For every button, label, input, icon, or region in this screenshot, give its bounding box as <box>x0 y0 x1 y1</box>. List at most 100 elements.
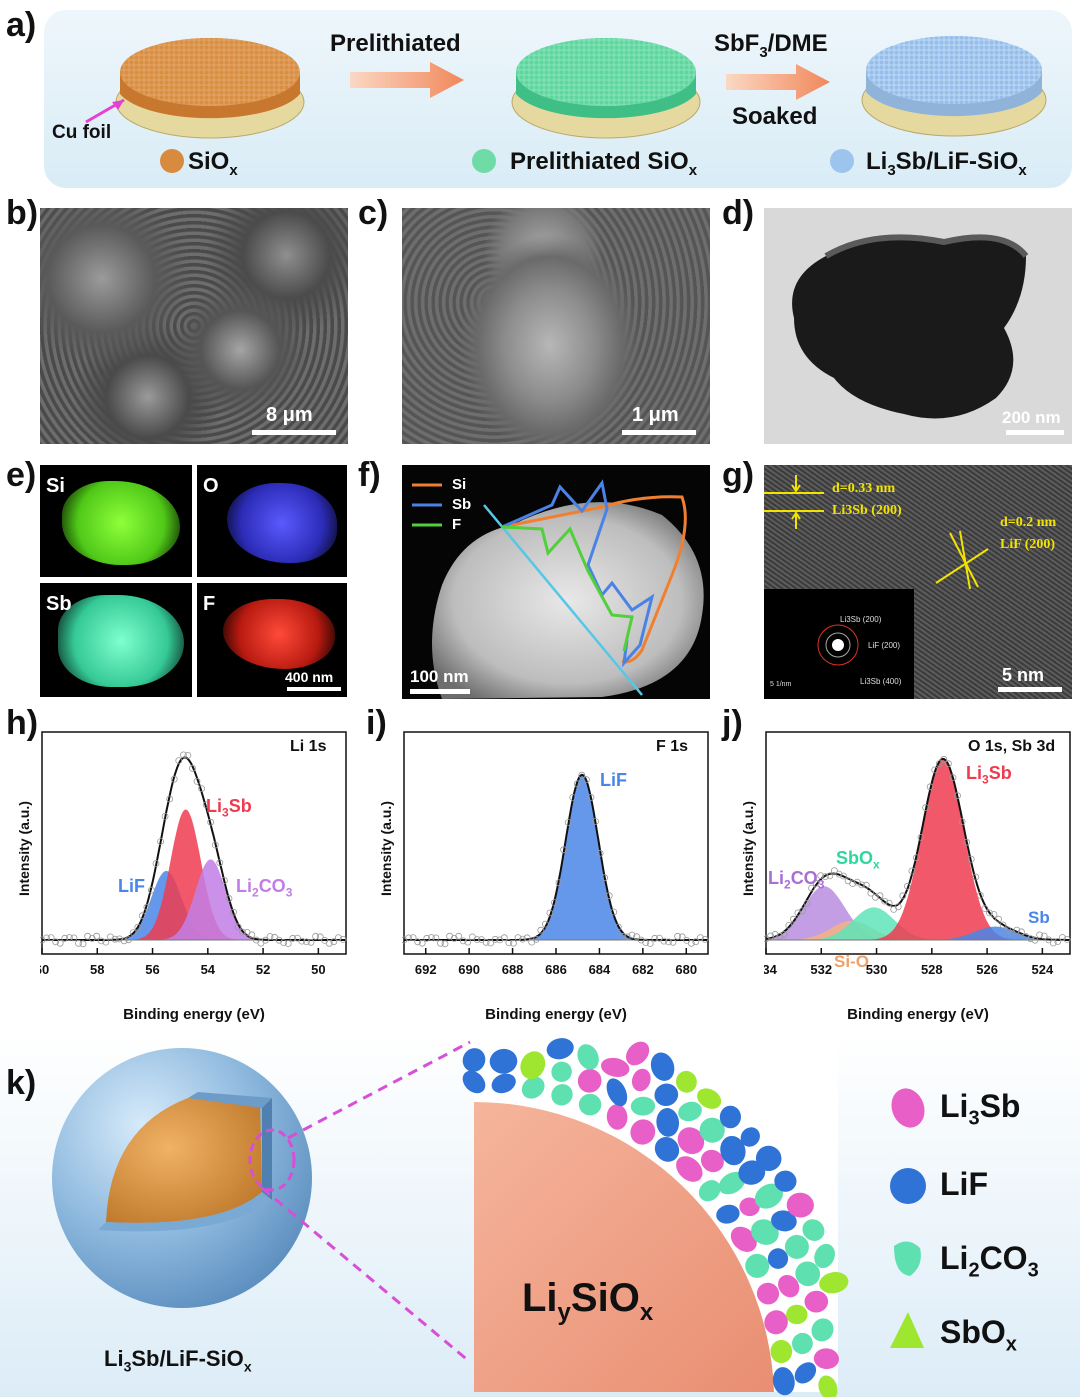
raw-data-point <box>1063 935 1071 943</box>
raw-data-point <box>432 934 440 942</box>
raw-data-point <box>976 891 984 899</box>
line-scan-f <box>412 479 704 699</box>
raw-data-point <box>949 774 957 781</box>
raw-data-point <box>780 931 788 938</box>
d-spacing-1: d=0.33 nm <box>832 481 896 496</box>
raw-data-point <box>1049 939 1057 947</box>
raw-data-point <box>537 926 545 934</box>
raw-data-point <box>266 933 274 940</box>
raw-data-point <box>610 908 618 916</box>
shell-grain <box>625 1041 650 1066</box>
raw-data-point <box>441 940 449 948</box>
fit-envelope <box>765 757 1070 941</box>
raw-data-point <box>418 939 426 947</box>
raw-data-point <box>225 895 233 902</box>
shell-grain <box>813 1348 839 1370</box>
raw-data-point <box>601 874 609 882</box>
arrow2-bottom-label: Soaked <box>732 103 818 130</box>
raw-data-point <box>999 921 1007 929</box>
shell-particles <box>462 1038 849 1397</box>
shell-grain <box>654 1137 680 1162</box>
raw-data-point <box>922 804 930 811</box>
shell-grain <box>462 1048 486 1072</box>
raw-data-point <box>669 938 677 946</box>
shell-grain <box>520 1051 546 1080</box>
shell-grain <box>676 1156 703 1182</box>
raw-data-point <box>881 897 888 905</box>
raw-data-point <box>1027 935 1034 943</box>
legend-k-lif: LiF <box>940 1166 988 1202</box>
raw-data-point <box>134 923 142 931</box>
scan-line <box>483 504 643 696</box>
shell-grain <box>811 1318 834 1342</box>
raw-data-point <box>944 760 952 768</box>
raw-data-point <box>817 872 825 880</box>
raw-data-point <box>967 855 975 863</box>
raw-data-point <box>184 751 192 759</box>
scale-f-bar <box>410 689 470 694</box>
shell-grain <box>745 1253 770 1278</box>
d-spacing-1-plane: Li3Sb (200) <box>832 503 902 518</box>
chart-frame <box>41 731 347 955</box>
raw-data-point <box>821 873 829 881</box>
d-spacing-2-plane: LiF (200) <box>1000 537 1056 552</box>
shell-grain <box>462 1070 486 1094</box>
raw-data-point <box>500 934 508 942</box>
raw-data-point <box>257 939 265 947</box>
raw-data-point <box>405 934 412 942</box>
raw-data-point <box>482 938 490 946</box>
shell-grain <box>795 1261 821 1287</box>
raw-data-point <box>592 818 599 825</box>
raw-data-point <box>303 938 310 946</box>
shell-grain <box>551 1061 572 1082</box>
sbox-legend-icon <box>890 1312 924 1348</box>
raw-data-point <box>70 934 78 942</box>
raw-data-point <box>849 880 856 888</box>
panel-d-label: d) <box>722 194 755 232</box>
shell-grain <box>802 1219 825 1241</box>
legend-siox: SiOx <box>188 148 238 179</box>
raw-data-point <box>789 915 797 923</box>
raw-data-point <box>785 921 793 929</box>
raw-data-point <box>803 899 811 907</box>
raw-data-point <box>157 838 164 845</box>
raw-data-point <box>47 934 55 942</box>
x-tick-label: 534 <box>764 962 778 977</box>
panel-a-schematic <box>85 36 1047 173</box>
raw-data-point <box>152 860 160 867</box>
map-label-f: F <box>203 593 216 615</box>
li3sb-lif-siox-sphere-icon <box>830 149 854 173</box>
raw-data-point <box>43 934 50 942</box>
peak-sbox <box>766 907 1070 940</box>
scale-d-text: 200 nm <box>1002 408 1061 427</box>
shell-grain <box>804 1290 829 1313</box>
shell-grain <box>751 1219 779 1245</box>
shell-grain <box>771 1210 797 1232</box>
shell-grain <box>630 1119 656 1145</box>
raw-data-point <box>446 932 453 940</box>
raw-data-point <box>166 795 174 803</box>
scale-f-text: 100 nm <box>410 667 469 686</box>
peak-li2co3 <box>42 859 346 940</box>
shell-grain <box>578 1093 602 1116</box>
raw-data-point <box>555 879 563 887</box>
raw-data-point <box>198 785 206 792</box>
raw-data-point <box>312 932 320 940</box>
shell-grain <box>718 1171 746 1195</box>
raw-data-point <box>578 771 586 779</box>
raw-data-point <box>985 909 993 917</box>
raw-data-point <box>1040 932 1048 940</box>
raw-data-point <box>954 792 961 800</box>
shell-grain <box>521 1076 545 1099</box>
x-tick-label: 530 <box>866 962 888 977</box>
legend-k-sbox: SbOx <box>940 1314 1017 1356</box>
shell-grain <box>650 1052 675 1081</box>
raw-data-point <box>981 905 989 913</box>
panel-j-label: j) <box>722 704 743 742</box>
x-tick-label: 690 <box>458 962 480 977</box>
raw-data-point <box>995 915 1003 923</box>
raw-data-point <box>129 929 137 937</box>
raw-data-point <box>334 934 342 942</box>
raw-data-point <box>189 764 196 772</box>
legend-k-li3sb: Li3Sb <box>940 1088 1021 1130</box>
